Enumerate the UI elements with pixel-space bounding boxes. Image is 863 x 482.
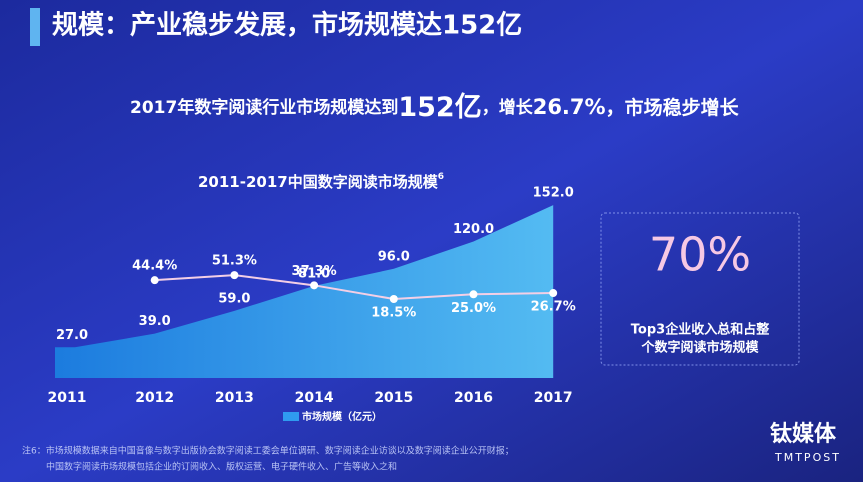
legend-swatch bbox=[283, 412, 299, 421]
subtitle-part: 26.7% bbox=[533, 95, 606, 119]
x-tick-label: 2012 bbox=[135, 390, 174, 406]
data-label: 44.4% bbox=[132, 259, 177, 274]
side-box-text: Top3企业收入总和占整 bbox=[631, 322, 770, 338]
x-tick-label: 2016 bbox=[454, 390, 493, 406]
footnote: 中国数字阅读市场规模包括企业的订阅收入、版权运营、电子硬件收入、广告等收入之和 bbox=[46, 461, 397, 473]
x-tick-label: 2017 bbox=[534, 390, 573, 406]
data-label: 26.7% bbox=[531, 300, 576, 315]
watermark-name: 钛媒体 bbox=[770, 421, 837, 447]
subtitle-part: 152亿 bbox=[398, 92, 481, 123]
line bbox=[154, 274, 554, 301]
watermark-brand: TMTPOST bbox=[774, 451, 841, 464]
footnote: 注6：市场规模数据来自中国音像与数字出版协会数字阅读工委会单位调研、数字阅读企业… bbox=[22, 445, 514, 457]
data-label: 152.0 bbox=[533, 186, 574, 201]
point bbox=[150, 276, 159, 285]
side-box bbox=[600, 212, 800, 366]
point bbox=[310, 281, 319, 290]
data-label: 37.3% bbox=[292, 264, 337, 279]
chart-title-text: 2011-2017中国数字阅读市场规模 bbox=[198, 173, 439, 191]
legend-label: 市场规模（亿元） bbox=[302, 410, 382, 423]
x-tick-label: 2013 bbox=[215, 390, 254, 406]
point bbox=[549, 289, 558, 298]
subtitle-part: ，市场稳步增长 bbox=[606, 96, 740, 119]
data-label: 96.0 bbox=[378, 249, 410, 264]
slide-title: 规模：产业稳步发展，市场规模达152亿 bbox=[52, 10, 522, 41]
x-tick-label: 2015 bbox=[374, 390, 413, 406]
subtitle-part: 2017年数字阅读行业市场规模达到 bbox=[130, 97, 398, 118]
x-tick-label: 2011 bbox=[48, 390, 87, 406]
data-label: 59.0 bbox=[218, 291, 250, 306]
side-box-text: 个数字阅读市场规模 bbox=[640, 340, 759, 356]
point bbox=[469, 290, 478, 299]
data-label: 27.0 bbox=[56, 328, 88, 343]
title-marker bbox=[30, 8, 40, 46]
side-box-value: 70% bbox=[649, 228, 751, 282]
data-label: 81.0 bbox=[298, 266, 330, 281]
chart-title-sup: 6 bbox=[438, 172, 444, 182]
data-label: 18.5% bbox=[371, 306, 416, 321]
point bbox=[389, 295, 398, 304]
subtitle: 2017年数字阅读行业市场规模达到152亿，增长26.7%，市场稳步增长 bbox=[130, 92, 740, 123]
chart: 27.0 39.0 59.0 81.0 96.0 120.0 152.0 44.4% 51.3%… bbox=[48, 186, 576, 423]
subtitle-part: ，增长 bbox=[482, 97, 534, 118]
data-label: 120.0 bbox=[453, 222, 494, 237]
point bbox=[230, 271, 239, 280]
data-label: 39.0 bbox=[139, 314, 171, 329]
x-tick-label: 2014 bbox=[295, 390, 334, 406]
data-label: 25.0% bbox=[451, 301, 496, 316]
data-label: 51.3% bbox=[212, 254, 257, 269]
area bbox=[55, 205, 554, 378]
chart-title: 2011-2017中国数字阅读市场规模6 bbox=[198, 172, 444, 191]
